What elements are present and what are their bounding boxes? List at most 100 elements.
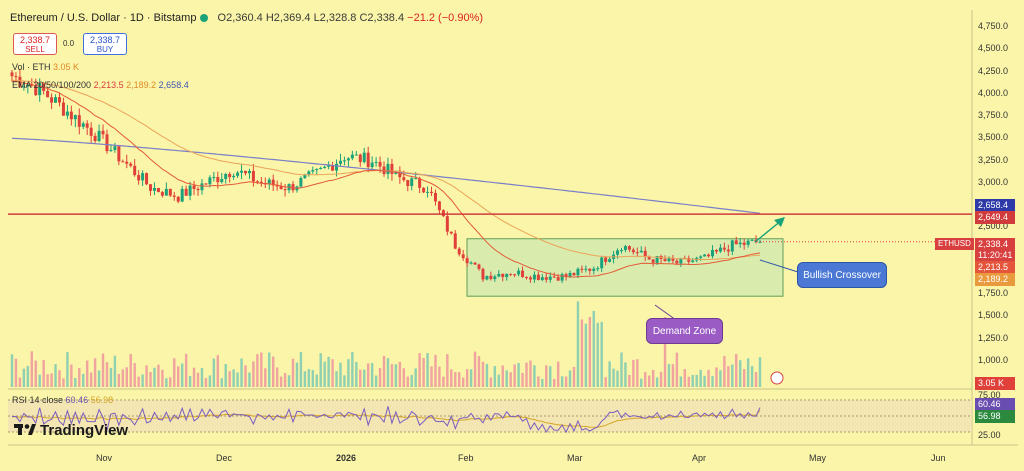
volume-bar [378, 368, 382, 387]
volume-bar [374, 375, 378, 387]
candle-body [390, 163, 394, 174]
candle-body [77, 115, 81, 127]
rsi-legend[interactable]: RSI 14 close 60.46 56.98 [12, 395, 113, 405]
candle-body [224, 174, 228, 180]
volume-bar [699, 369, 702, 387]
volume-bar [556, 361, 560, 387]
volume-bar [465, 369, 469, 387]
ema-legend-label: EMA 20/50/100/200 [12, 80, 92, 90]
ema20-price-tag: 2,213.5 [975, 261, 1015, 274]
candle-body [532, 274, 536, 280]
volume-bar [572, 366, 576, 387]
candle-body [275, 185, 279, 187]
time-tick-label: Mar [567, 453, 583, 463]
sell-button[interactable]: 2,338.7 SELL [13, 33, 57, 55]
volume-bar [513, 364, 516, 387]
volume-bar [746, 358, 750, 387]
price-tick-label: 1,000.0 [978, 355, 1009, 365]
volume-bar [596, 322, 599, 387]
volume-bar [695, 374, 698, 387]
candle-body [145, 173, 149, 185]
volume-bar [220, 378, 223, 387]
price-tick-label: 1,500.0 [978, 310, 1009, 321]
candle-body [121, 161, 125, 163]
volume-bar [101, 353, 105, 387]
candle-body [26, 84, 30, 87]
candle-body [699, 256, 703, 258]
candle-body [746, 240, 750, 245]
candle-body [596, 268, 600, 270]
volume-bar [46, 374, 49, 387]
volume-bar [489, 377, 493, 387]
candle-body [457, 248, 461, 255]
candle-body [133, 165, 137, 176]
ohlc-open: O2,360.4 [217, 12, 263, 24]
time-tick-label: Jun [931, 453, 946, 463]
volume-bar [232, 369, 235, 387]
volume-bar [628, 374, 631, 387]
candle-body [406, 180, 410, 187]
volume-legend[interactable]: Vol · ETH 3.05 K [12, 62, 79, 72]
price-tick-label: 3,250.0 [978, 154, 1009, 165]
ema-legend[interactable]: EMA 20/50/100/200 2,213.5 2,189.2 2,658.… [12, 80, 189, 90]
volume-bar [632, 359, 635, 387]
tradingview-logo[interactable]: TradingView [14, 422, 128, 439]
symbol-title[interactable]: Ethereum / U.S. Dollar · 1D · Bitstamp [10, 12, 197, 24]
candle-body [742, 242, 746, 245]
ema20-value: 2,213.5 [93, 80, 124, 90]
volume-bar [268, 352, 271, 387]
candle-body [509, 273, 513, 275]
volume-bar [216, 355, 219, 387]
candle-body [560, 274, 564, 281]
volume-bar [541, 378, 544, 387]
volume-bar [703, 375, 706, 387]
candle-body [718, 247, 722, 252]
volume-bar [70, 364, 73, 387]
demand-zone-callout[interactable]: Demand Zone [646, 318, 723, 344]
volume-bar [450, 369, 453, 387]
volume-bar [576, 301, 580, 387]
price-tick-label: 3,750.0 [978, 110, 1009, 121]
volume-bar [50, 373, 53, 387]
rsi-value: 60.46 [65, 395, 89, 405]
candle-body [291, 184, 295, 191]
rsi-tag: 60.46 [975, 398, 1015, 411]
candle-body [449, 231, 453, 234]
volume-bar [117, 374, 121, 387]
candle-body [89, 127, 93, 136]
volume-bar [275, 367, 279, 387]
price-tick-label: 4,000.0 [978, 87, 1009, 98]
volume-bar [493, 366, 497, 387]
volume-bar [584, 323, 588, 387]
volume-bar [434, 354, 437, 387]
volume-bar [640, 378, 643, 387]
volume-bar [97, 370, 101, 387]
volume-bar [200, 368, 204, 387]
candle-body [125, 161, 129, 164]
volume-bar [723, 356, 726, 387]
candle-body [481, 268, 485, 280]
volume-bar [93, 358, 97, 387]
volume-legend-label: Vol · ETH [12, 62, 51, 72]
candle-body [160, 192, 164, 196]
candle-body [437, 201, 441, 211]
volume-bar [157, 364, 160, 387]
volume-bar [663, 317, 667, 387]
volume-bar [307, 369, 311, 387]
buy-button[interactable]: 2,338.7 BUY [83, 33, 127, 55]
volume-bar [125, 367, 128, 387]
candle-body [220, 179, 224, 183]
candle-body [651, 259, 655, 263]
volume-bar [600, 321, 603, 387]
volume-bar [165, 378, 168, 387]
candle-body [172, 195, 176, 197]
volume-bar [85, 360, 89, 387]
price-tick-label: 1,250.0 [978, 332, 1009, 343]
volume-bar [382, 355, 386, 387]
bullish-crossover-callout[interactable]: Bullish Crossover [797, 262, 887, 288]
candle-body [568, 273, 572, 277]
price-tick-label: 4,500.0 [978, 43, 1009, 54]
ema200-price-tag: 2,658.4 [975, 199, 1015, 212]
volume-bar [477, 356, 481, 387]
